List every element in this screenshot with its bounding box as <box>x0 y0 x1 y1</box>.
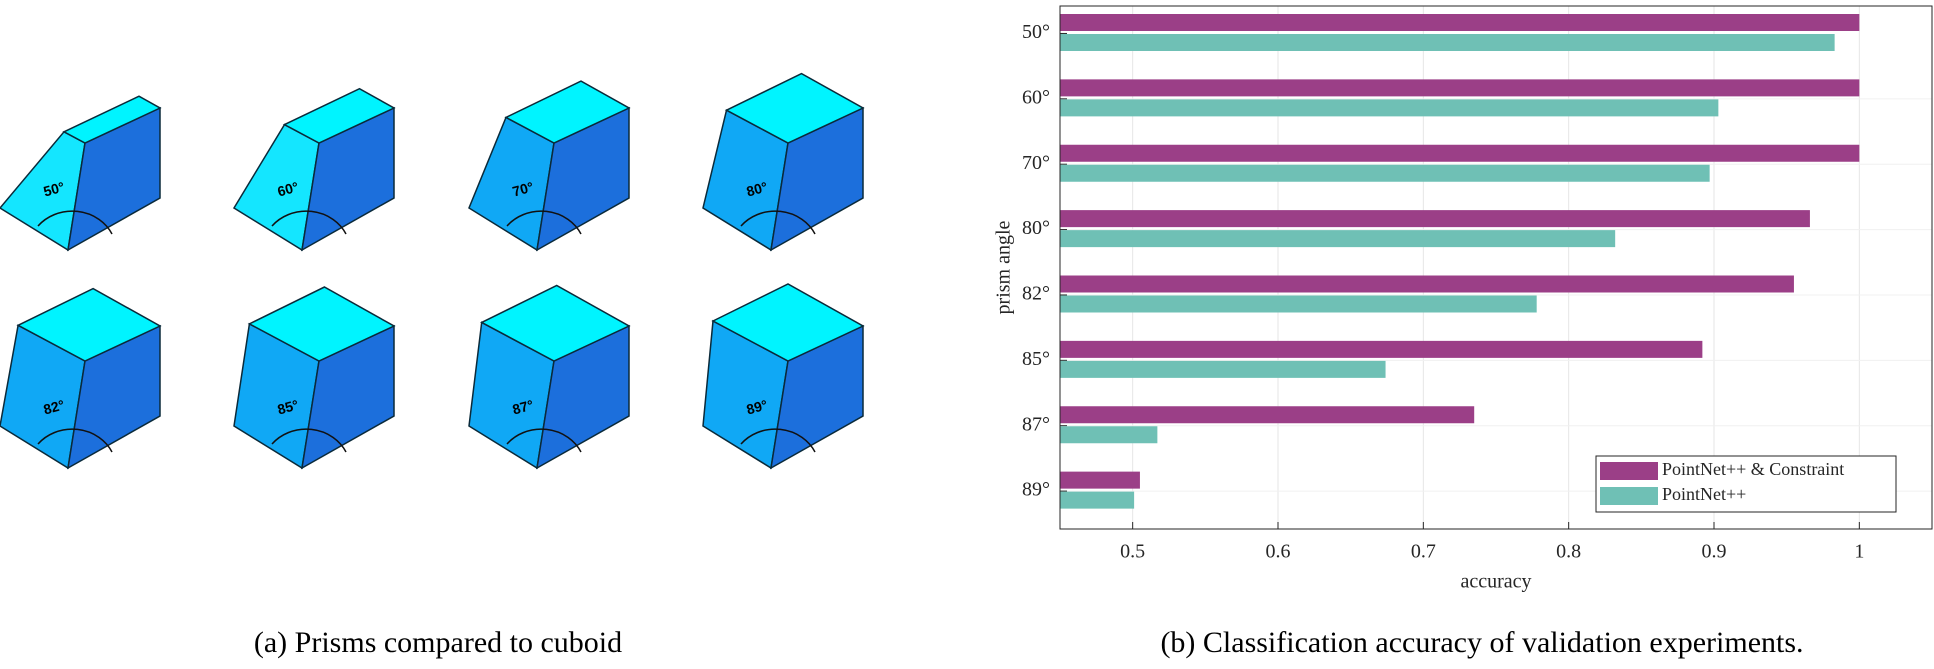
legend-label: PointNet++ <box>1662 484 1746 504</box>
prism-top-face <box>724 72 865 144</box>
bar <box>1060 471 1140 489</box>
bar <box>1060 14 1860 31</box>
prism: 87° <box>468 284 631 470</box>
prism: 70° <box>468 80 631 252</box>
prism-top-face <box>16 287 162 362</box>
prism: 82° <box>0 287 162 470</box>
bar <box>1060 360 1386 378</box>
y-tick-label: 87° <box>1022 413 1050 435</box>
angle-arc <box>740 210 816 235</box>
prism-top-face <box>504 80 631 144</box>
angle-label: 60° <box>276 179 301 200</box>
prism: 60° <box>232 87 396 252</box>
bar <box>1060 210 1810 228</box>
angle-arc <box>271 210 347 235</box>
angle-arc <box>37 428 113 453</box>
angle-label: 89° <box>745 397 770 418</box>
prism-top-face <box>282 87 396 144</box>
prism-top-face <box>480 284 631 362</box>
bar <box>1060 491 1135 509</box>
legend-swatch <box>1600 462 1658 480</box>
prism: 85° <box>233 286 396 470</box>
x-tick-label: 0.6 <box>1266 541 1291 563</box>
prism: 89° <box>702 283 865 470</box>
y-tick-label: 89° <box>1022 479 1050 501</box>
y-tick-label: 60° <box>1022 86 1050 108</box>
bar <box>1060 426 1158 444</box>
angle-label: 80° <box>745 179 770 200</box>
y-tick-label: 80° <box>1022 217 1050 239</box>
prism: 50° <box>0 95 162 252</box>
y-tick-label: 85° <box>1022 348 1050 370</box>
prism-top-face <box>247 286 396 362</box>
legend-swatch <box>1600 487 1658 505</box>
angle-arc <box>506 210 582 235</box>
angle-label: 70° <box>511 179 536 200</box>
bar <box>1060 34 1835 51</box>
bar <box>1060 164 1710 182</box>
angle-arc <box>506 428 582 453</box>
legend-label: PointNet++ & Constraint <box>1662 459 1844 479</box>
angle-label: 85° <box>276 397 301 418</box>
caption-a: (a) Prisms compared to cuboid <box>254 626 622 659</box>
bar <box>1060 230 1616 248</box>
x-tick-label: 0.7 <box>1411 541 1436 563</box>
bar <box>1060 340 1703 358</box>
bar <box>1060 99 1719 117</box>
bar <box>1060 406 1475 424</box>
angle-arc <box>271 428 347 453</box>
angle-label: 87° <box>511 397 536 418</box>
prism-top-face <box>62 95 162 144</box>
x-tick-label: 0.8 <box>1556 541 1581 563</box>
caption-b: (b) Classification accuracy of validatio… <box>1160 626 1803 659</box>
prism: 80° <box>702 72 865 252</box>
plot-frame <box>1059 5 1933 530</box>
bar <box>1060 79 1860 97</box>
angle-label: 50° <box>42 179 67 200</box>
x-axis-label: accuracy <box>1460 571 1531 593</box>
prism-top-face <box>711 283 865 362</box>
y-tick-label: 70° <box>1022 152 1050 174</box>
bar <box>1060 295 1537 313</box>
bar <box>1060 144 1860 162</box>
y-tick-label: 50° <box>1022 21 1050 43</box>
y-axis-label: prism angle <box>993 220 1015 314</box>
x-tick-label: 0.9 <box>1702 541 1727 563</box>
y-tick-label: 82° <box>1022 283 1050 305</box>
angle-arc <box>740 428 816 453</box>
x-tick-label: 0.5 <box>1120 541 1145 563</box>
bar <box>1060 275 1794 293</box>
x-tick-label: 1 <box>1854 541 1864 563</box>
angle-label: 82° <box>42 397 67 418</box>
angle-arc <box>37 210 113 235</box>
